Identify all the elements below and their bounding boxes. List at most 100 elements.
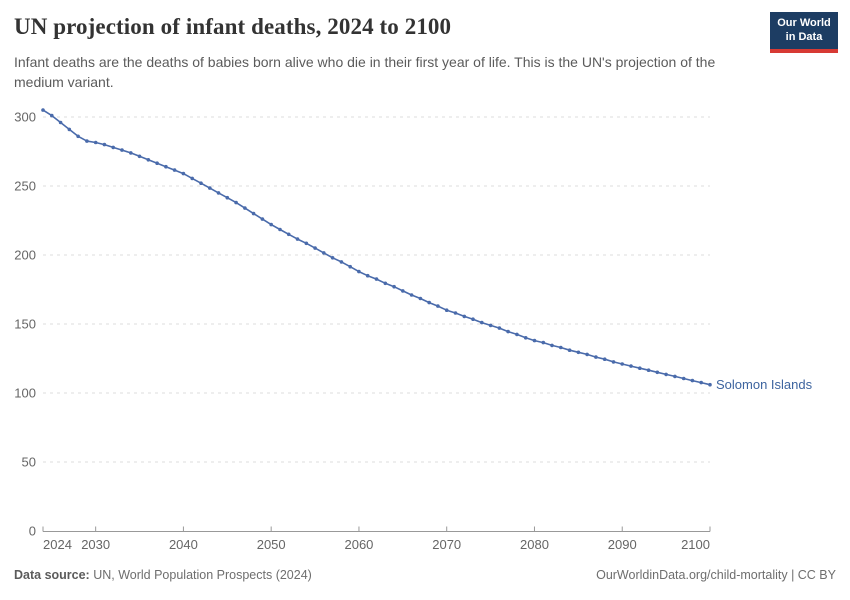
data-point-marker[interactable]	[699, 380, 703, 385]
data-point-marker[interactable]	[620, 362, 624, 366]
data-point-marker[interactable]	[313, 246, 317, 250]
data-point-marker[interactable]	[225, 195, 230, 200]
data-point-marker[interactable]	[497, 326, 502, 330]
data-point-marker[interactable]	[348, 264, 353, 269]
data-point-marker[interactable]	[515, 332, 519, 337]
data-point-marker[interactable]	[418, 296, 423, 301]
data-point-marker[interactable]	[462, 314, 467, 319]
y-tick-label: 0	[29, 524, 36, 539]
data-point-marker[interactable]	[181, 171, 186, 176]
data-point-marker[interactable]	[67, 127, 72, 132]
data-point-marker[interactable]	[690, 378, 695, 383]
data-point-marker[interactable]	[304, 241, 309, 246]
data-point-marker[interactable]	[392, 284, 396, 289]
owid-logo-red-bar	[770, 49, 838, 53]
data-point-marker[interactable]	[76, 134, 80, 139]
data-point-marker[interactable]	[673, 374, 677, 379]
data-point-marker[interactable]	[576, 350, 581, 355]
data-point-marker[interactable]	[541, 340, 546, 345]
data-point-marker[interactable]	[146, 158, 151, 162]
data-point-marker[interactable]	[708, 382, 712, 387]
data-point-marker[interactable]	[427, 300, 432, 305]
data-point-marker[interactable]	[50, 113, 54, 118]
chart-subtitle: Infant deaths are the deaths of babies b…	[14, 54, 716, 91]
data-point-marker[interactable]	[199, 181, 203, 185]
data-point-marker[interactable]	[480, 320, 484, 325]
data-point-marker[interactable]	[664, 372, 668, 377]
data-point-marker[interactable]	[638, 366, 642, 371]
data-point-marker[interactable]	[278, 227, 282, 232]
owid-logo-line2: in Data	[785, 30, 823, 43]
series-line-solomon-islands[interactable]	[42, 109, 711, 386]
data-point-marker[interactable]	[330, 255, 335, 260]
data-point-marker[interactable]	[567, 348, 572, 353]
data-point-marker[interactable]	[453, 311, 458, 315]
data-point-marker[interactable]	[243, 206, 247, 210]
data-point-marker[interactable]	[471, 317, 475, 322]
data-point-marker[interactable]	[102, 142, 107, 147]
data-point-marker[interactable]	[137, 154, 142, 159]
data-point-marker[interactable]	[93, 140, 98, 145]
chart-footer: Data source: UN, World Population Prospe…	[14, 568, 836, 582]
data-point-marker[interactable]	[646, 368, 651, 373]
x-tick-label: 2030	[81, 537, 110, 552]
data-source-note: Data source: UN, World Population Prospe…	[14, 568, 312, 582]
data-point-marker[interactable]	[444, 308, 449, 313]
y-tick-label: 300	[14, 110, 36, 125]
x-tick-label: 2090	[608, 537, 637, 552]
data-point-marker[interactable]	[401, 289, 405, 293]
data-point-marker[interactable]	[190, 176, 194, 181]
chart-title: UN projection of infant deaths, 2024 to …	[14, 14, 452, 39]
data-point-marker[interactable]	[234, 200, 238, 205]
owid-logo[interactable]: Our World in Data	[770, 12, 838, 53]
data-point-marker[interactable]	[681, 376, 686, 381]
data-point-marker[interactable]	[286, 232, 291, 237]
data-point-marker[interactable]	[120, 148, 124, 152]
data-point-marker[interactable]	[58, 120, 63, 125]
data-point-marker[interactable]	[155, 161, 159, 165]
series-entity-label[interactable]: Solomon Islands	[716, 377, 813, 392]
data-point-marker[interactable]	[594, 355, 598, 359]
data-point-marker[interactable]	[550, 343, 554, 348]
owid-logo-box: Our World in Data	[770, 12, 838, 49]
data-point-marker[interactable]	[559, 345, 563, 350]
y-tick-label: 250	[14, 179, 36, 194]
y-tick-label: 150	[14, 317, 36, 332]
owid-url-license[interactable]: OurWorldinData.org/child-mortality | CC …	[596, 568, 836, 582]
data-point-marker[interactable]	[41, 108, 45, 112]
data-point-marker[interactable]	[251, 211, 256, 216]
data-point-marker[interactable]	[172, 168, 177, 172]
data-point-marker[interactable]	[532, 338, 537, 343]
data-point-marker[interactable]	[295, 237, 300, 241]
data-point-marker[interactable]	[85, 139, 89, 143]
data-point-marker[interactable]	[164, 164, 168, 169]
data-point-marker[interactable]	[365, 273, 370, 278]
data-point-marker[interactable]	[436, 304, 440, 308]
data-point-marker[interactable]	[216, 191, 221, 195]
data-point-marker[interactable]	[339, 260, 344, 264]
data-point-marker[interactable]	[506, 329, 510, 334]
data-point-marker[interactable]	[602, 357, 607, 362]
data-point-marker[interactable]	[357, 269, 361, 274]
data-point-marker[interactable]	[129, 151, 133, 155]
data-point-marker[interactable]	[111, 145, 115, 150]
data-point-marker[interactable]	[409, 293, 414, 297]
data-point-marker[interactable]	[269, 222, 274, 227]
data-point-marker[interactable]	[322, 251, 326, 255]
owid-logo-line1: Our World	[777, 16, 831, 29]
data-point-marker[interactable]	[383, 281, 388, 286]
data-point-marker[interactable]	[374, 277, 379, 281]
data-point-marker[interactable]	[260, 217, 265, 221]
data-point-marker[interactable]	[585, 352, 589, 357]
data-point-marker[interactable]	[523, 336, 528, 340]
data-point-marker[interactable]	[208, 186, 212, 190]
data-point-marker[interactable]	[655, 370, 660, 375]
x-tick-label: 2050	[257, 537, 286, 552]
data-point-marker[interactable]	[629, 364, 633, 368]
data-point-marker[interactable]	[488, 323, 493, 328]
data-point-marker[interactable]	[611, 360, 616, 364]
data-source-label: Data source:	[14, 568, 90, 582]
y-tick-label: 100	[14, 386, 36, 401]
